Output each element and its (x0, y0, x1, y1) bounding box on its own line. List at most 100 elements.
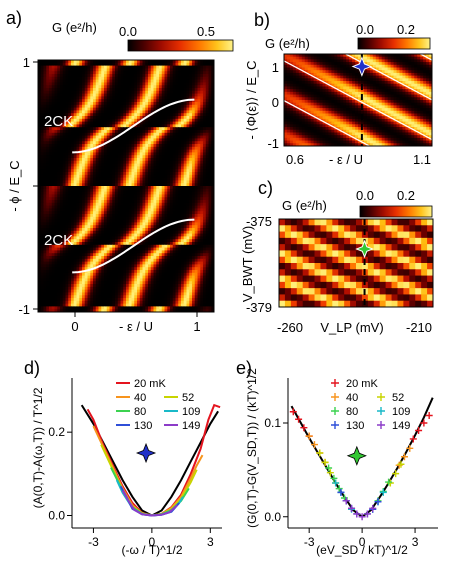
panel-a-heatmap-cell (131, 222, 135, 226)
panel-a-heatmap-cell (197, 270, 201, 274)
panel-a-heatmap-cell (87, 242, 91, 246)
panel-a-heatmap-cell (117, 104, 122, 109)
panel-a-heatmap-cell (79, 124, 83, 128)
panel-a-heatmap-cell (203, 200, 207, 204)
panel-a-heatmap-cell (148, 211, 152, 215)
panel-a-heatmap-cell (43, 104, 47, 109)
panel-a-heatmap-cell (93, 74, 97, 78)
panel-a-heatmap-cell (95, 261, 100, 265)
panel-a-heatmap-cell (170, 71, 174, 75)
panel-a-heatmap-cell (112, 211, 116, 215)
panel-a-heatmap-cell (87, 230, 91, 235)
panel-a-heatmap-cell (98, 118, 102, 123)
panel-a-heatmap-cell (62, 65, 67, 69)
panel-a-heatmap-cell (73, 116, 78, 120)
panel-a-heatmap-cell (43, 180, 47, 184)
panel-a-heatmap-cell (175, 76, 179, 81)
panel-a-heatmap-cell (98, 60, 102, 64)
panel-a-heatmap-cell (194, 208, 199, 212)
panel-a-heatmap-cell (82, 132, 86, 137)
panel-a-heatmap-cell (84, 93, 89, 97)
panel-a-heatmap-cell (159, 116, 163, 120)
panel-a-heatmap-cell (134, 124, 138, 128)
panel-a-heatmap-cell (148, 244, 152, 249)
panel-a-heatmap-cell (95, 96, 100, 100)
panel-a-heatmap-cell (71, 272, 75, 277)
panel-a-heatmap-cell (109, 261, 113, 265)
panel-a-heatmap-cell (117, 183, 122, 187)
panel-a-heatmap-cell (98, 99, 102, 103)
panel-a-heatmap-cell (205, 230, 210, 235)
panel-a-heatmap-cell (65, 152, 69, 156)
panel-a-heatmap-cell (142, 275, 146, 279)
panel-a-heatmap-cell (104, 239, 108, 243)
panel-a-heatmap-cell (205, 208, 210, 212)
panel-a-heatmap-cell (189, 253, 193, 257)
panel-a-heatmap-cell (156, 141, 160, 145)
panel-a-heatmap-cell (79, 74, 83, 78)
panel-a-heatmap-cell (57, 138, 61, 142)
panel-a-heatmap-cell (167, 124, 171, 128)
panel-a-heatmap-cell (192, 200, 196, 204)
panel-a-heatmap-cell (98, 110, 102, 114)
panel-a-heatmap-cell (106, 149, 111, 153)
panel-a-heatmap-cell (115, 264, 119, 268)
panel-a-heatmap-cell (197, 138, 201, 142)
panel-a-heatmap-cell (84, 155, 89, 159)
panel-a-heatmap-cell (71, 158, 75, 162)
panel-a-heatmap-cell (104, 146, 108, 151)
panel-a-heatmap-cell (131, 219, 135, 223)
panel-a-heatmap-cell (106, 88, 111, 92)
panel-a-heatmap-cell (104, 104, 108, 109)
panel-a-heatmap-cell (51, 110, 56, 114)
panel-a-heatmap-cell (137, 93, 141, 97)
panel-a-heatmap-cell (109, 124, 113, 128)
panel-a-heatmap-cell (148, 71, 152, 75)
panel-a-heatmap-cell (90, 152, 94, 156)
panel-a-heatmap-cell (145, 149, 149, 153)
panel-a-heatmap-cell (51, 102, 56, 106)
panel-a-heatmap-cell (54, 130, 58, 134)
panel-a-heatmap-cell (186, 149, 190, 153)
panel-a-heatmap-cell (128, 82, 133, 86)
panel-a-heatmap-cell (183, 141, 188, 145)
panel-a-heatmap-cell (183, 163, 188, 167)
panel-a-heatmap-cell (115, 183, 119, 187)
panel-a-heatmap-cell (211, 76, 214, 81)
panel-a-heatmap-cell (38, 121, 42, 125)
panel-a-heatmap-cell (65, 71, 69, 75)
panel-a-heatmap-cell (93, 256, 97, 260)
panel-a-heatmap-cell (189, 166, 193, 170)
panel-a-heatmap-cell (106, 188, 111, 193)
panel-a-heatmap-cell (128, 132, 133, 137)
panel-a-heatmap-cell (109, 233, 113, 237)
panel-a-heatmap-cell (65, 261, 69, 265)
panel-a-heatmap-cell (175, 270, 179, 274)
panel-a-heatmap-cell (123, 138, 127, 142)
panel-a-heatmap-cell (161, 200, 166, 204)
panel-a-heatmap-cell (192, 155, 196, 159)
panel-a-heatmap-cell (203, 144, 207, 148)
panel-a-heatmap-cell (211, 130, 214, 134)
panel-a-heatmap-cell (145, 158, 149, 162)
panel-a-heatmap-cell (112, 158, 116, 162)
panel-a-heatmap-cell (95, 253, 100, 257)
panel-a-heatmap-cell (139, 230, 144, 235)
panel-a-heatmap-cell (134, 79, 138, 83)
panel-a-heatmap-cell (54, 88, 58, 92)
panel-a-heatmap-cell (131, 188, 135, 193)
panel-a-heatmap-cell (79, 264, 83, 268)
panel-a-heatmap-cell (71, 163, 75, 167)
panel-a-heatmap-cell (117, 68, 122, 72)
panel-a-heatmap-cell (192, 177, 196, 181)
panel-a-heatmap-cell (60, 163, 64, 167)
panel-a-heatmap-cell (82, 183, 86, 187)
panel-a-heatmap-cell (170, 79, 174, 83)
panel-a-heatmap-cell (192, 104, 196, 109)
panel-a-heatmap-cell (145, 104, 149, 109)
panel-a-heatmap-cell (164, 188, 168, 193)
panel-a-heatmap-cell (82, 233, 86, 237)
panel-a-heatmap-cell (172, 104, 177, 109)
panel-a-heatmap-cell (197, 135, 201, 139)
panel-a-heatmap-cell (71, 267, 75, 271)
